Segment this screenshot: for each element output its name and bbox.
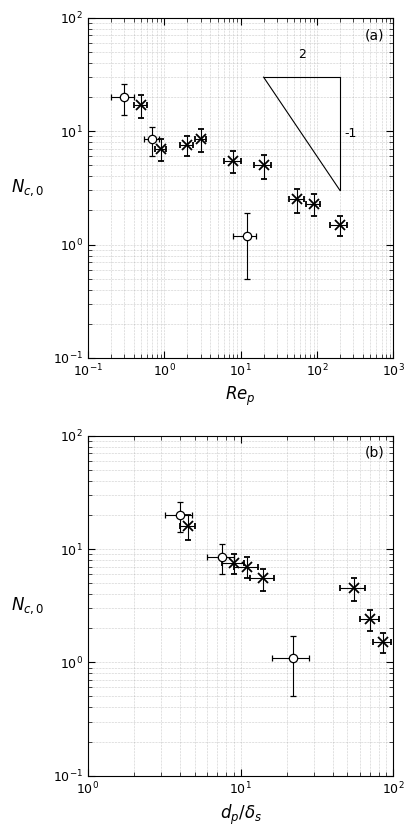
Y-axis label: $N_{c,0}$: $N_{c,0}$ [11,178,45,199]
Text: -1: -1 [345,127,357,140]
Y-axis label: $N_{c,0}$: $N_{c,0}$ [11,595,45,616]
Text: 2: 2 [298,48,306,60]
Text: (a): (a) [365,28,384,42]
X-axis label: $d_p/\delta_s$: $d_p/\delta_s$ [220,803,262,827]
Text: (b): (b) [364,446,384,460]
X-axis label: $\mathit{Re}_p$: $\mathit{Re}_p$ [225,385,256,408]
